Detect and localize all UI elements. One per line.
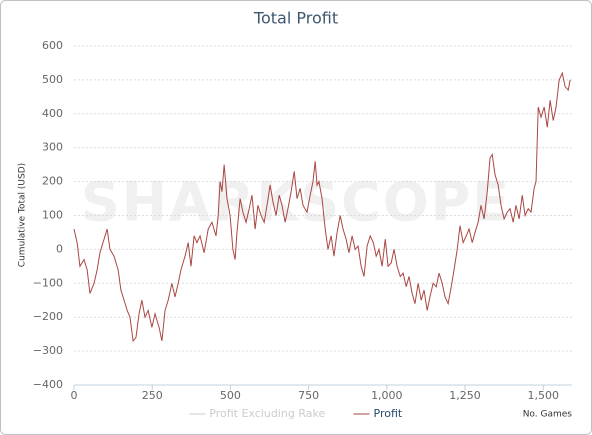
y-tick-label: 300 xyxy=(42,141,63,154)
y-tick-label: 500 xyxy=(42,73,63,86)
legend-label: Profit Excluding Rake xyxy=(209,407,325,420)
x-tick-label: 0 xyxy=(71,389,78,402)
y-tick-label: 200 xyxy=(42,175,63,188)
x-tick-label: 750 xyxy=(298,389,319,402)
y-axis-label: Cumulative Total (USD) xyxy=(18,163,28,267)
x-tick-label: 1,000 xyxy=(371,389,403,402)
x-tick-label: 250 xyxy=(142,389,163,402)
x-axis-label: No. Games xyxy=(523,410,573,420)
y-tick-label: 100 xyxy=(42,209,63,222)
y-tick-label: −300 xyxy=(33,344,63,357)
x-tick-label: 1,500 xyxy=(527,389,559,402)
y-tick-label: −200 xyxy=(33,310,63,323)
y-tick-label: −100 xyxy=(33,276,63,289)
y-tick-label: −400 xyxy=(33,378,63,391)
y-tick-label: 0 xyxy=(56,242,63,255)
x-tick-label: 1,250 xyxy=(449,389,481,402)
y-tick-label: 400 xyxy=(42,107,63,120)
y-tick-label: 600 xyxy=(42,39,63,52)
profit-line xyxy=(73,71,571,343)
legend-label: Profit xyxy=(374,407,403,420)
x-tick-label: 500 xyxy=(220,389,241,402)
watermark: SHARKSCOPE xyxy=(81,171,511,234)
chart-title: Total Profit xyxy=(253,9,338,28)
